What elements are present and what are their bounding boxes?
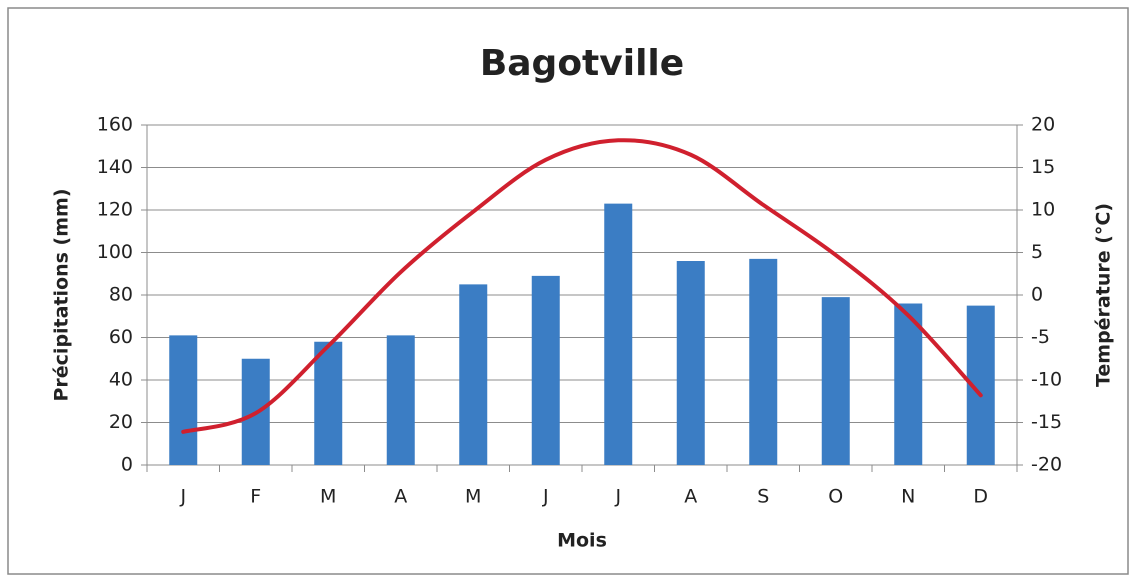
chart-frame <box>7 7 1129 575</box>
bar <box>604 203 633 465</box>
x-tick-label: O <box>828 486 843 508</box>
x-tick-label: A <box>394 486 407 508</box>
y2-tick-label: 5 <box>1031 241 1043 263</box>
y2-tick-label: 0 <box>1031 284 1043 306</box>
y2-tick-label: 20 <box>1031 114 1055 136</box>
x-tick-label: M <box>320 486 336 508</box>
y-tick-label: 140 <box>97 156 133 178</box>
bar <box>314 341 343 465</box>
y2-tick-label: 10 <box>1031 199 1055 221</box>
bar <box>459 284 488 465</box>
y-tick-label: 20 <box>109 411 133 433</box>
y-axis-title: Précipitations (mm) <box>51 188 73 401</box>
y-tick-label: 40 <box>109 369 133 391</box>
bar <box>676 261 705 465</box>
x-tick-label: J <box>542 486 549 508</box>
y2-tick-label: -10 <box>1031 369 1062 391</box>
bar <box>749 258 778 465</box>
x-tick-label: J <box>614 486 621 508</box>
y-tick-label: 60 <box>109 326 133 348</box>
y2-tick-label: -5 <box>1031 326 1050 348</box>
bar <box>821 297 850 465</box>
x-tick-label: J <box>179 486 186 508</box>
bar <box>169 335 198 465</box>
y2-tick-label: -20 <box>1031 454 1062 476</box>
x-tick-label: N <box>901 486 915 508</box>
y-tick-label: 100 <box>97 241 133 263</box>
y-tick-label: 0 <box>121 454 133 476</box>
x-tick-label: S <box>757 486 769 508</box>
x-tick-label: A <box>684 486 697 508</box>
y-tick-label: 80 <box>109 284 133 306</box>
line <box>181 138 983 434</box>
x-tick-label: D <box>973 486 988 508</box>
y2-tick-label: -15 <box>1031 411 1062 433</box>
y2-tick-label: 15 <box>1031 156 1055 178</box>
y2-axis-title: Température (°C) <box>1093 203 1115 387</box>
bar <box>894 303 923 465</box>
x-tick-label: M <box>465 486 481 508</box>
x-tick-label: F <box>250 486 261 508</box>
bar <box>386 335 415 465</box>
y-tick-label: 160 <box>97 114 133 136</box>
bar <box>531 275 560 465</box>
chart-title: Bagotville <box>480 43 684 84</box>
x-axis-title: Mois <box>557 530 607 552</box>
y-tick-label: 120 <box>97 199 133 221</box>
